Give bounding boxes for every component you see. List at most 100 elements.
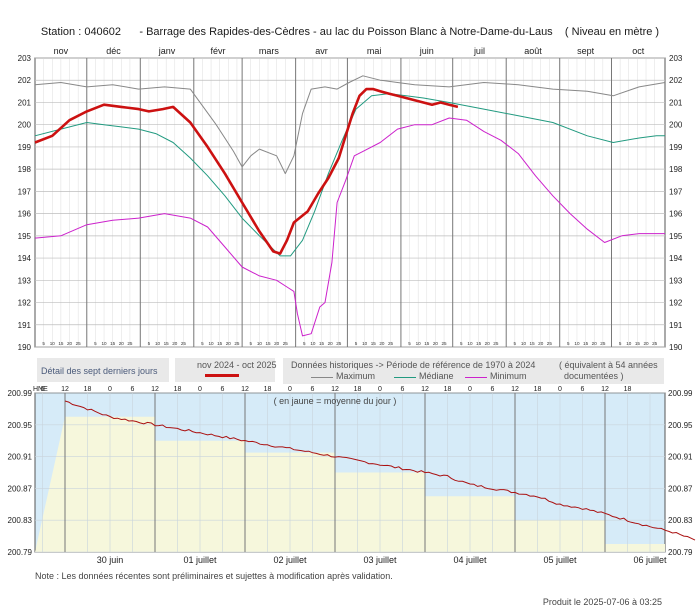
- day-label: 30 juin: [97, 555, 124, 565]
- day-tick-label: 10: [574, 341, 580, 346]
- water-level-line: [64, 400, 696, 541]
- day-tick-label: 5: [94, 341, 97, 346]
- detail-y-tick-right: 200.79: [668, 548, 693, 557]
- historic-period-label: Données historiques -> Période de référe…: [291, 360, 536, 370]
- month-label: juil: [473, 46, 485, 56]
- median-line: [34, 93, 665, 257]
- day-label: 03 juillet: [363, 555, 397, 565]
- y-tick-label-left: 201: [18, 98, 32, 107]
- day-tick-label: 5: [355, 341, 358, 346]
- day-tick-label: 15: [530, 341, 536, 346]
- day-tick-label: 25: [652, 341, 658, 346]
- hour-tick-label: 18: [84, 386, 92, 393]
- hour-tick-label: 6: [311, 386, 315, 393]
- day-label: 02 juillet: [273, 555, 307, 565]
- hour-tick-label: 6: [581, 386, 585, 393]
- timezone-label: HNE: [33, 386, 48, 393]
- disclaimer-note: Note : Les données récentes sont prélimi…: [35, 571, 393, 581]
- day-tick-label: 10: [626, 341, 632, 346]
- day-tick-label: 15: [583, 341, 589, 346]
- day-tick-label: 25: [181, 341, 187, 346]
- day-tick-label: 10: [521, 341, 527, 346]
- y-tick-label-left: 199: [18, 143, 32, 152]
- day-tick-label: 15: [635, 341, 641, 346]
- hour-tick-label: 12: [601, 386, 609, 393]
- month-label: sept: [577, 46, 595, 56]
- station-name: - Barrage des Rapides-des-Cèdres - au la…: [139, 26, 553, 38]
- y-tick-label-left: 196: [18, 210, 32, 219]
- y-tick-label-right: 201: [669, 98, 683, 107]
- day-tick-label: 20: [643, 341, 649, 346]
- day-tick-label: 15: [164, 341, 170, 346]
- y-tick-label-right: 190: [669, 343, 683, 352]
- y-tick-label-left: 200: [18, 121, 32, 130]
- day-tick-label: 25: [127, 341, 133, 346]
- hour-tick-label: 18: [174, 386, 182, 393]
- y-tick-label-right: 200: [669, 121, 683, 130]
- y-tick-label-left: 193: [18, 276, 32, 285]
- month-label: févr: [210, 46, 225, 56]
- detail-y-tick-left: 200.99: [8, 389, 33, 398]
- detail-y-tick-left: 200.83: [8, 516, 33, 525]
- day-tick-label: 25: [547, 341, 553, 346]
- month-label: oct: [632, 46, 645, 56]
- hour-tick-label: 0: [378, 386, 382, 393]
- maximum-line: [34, 75, 666, 175]
- day-tick-label: 5: [42, 341, 45, 346]
- day-tick-label: 5: [201, 341, 204, 346]
- day-tick-label: 20: [226, 341, 232, 346]
- day-tick-label: 5: [514, 341, 517, 346]
- day-tick-label: 10: [467, 341, 473, 346]
- day-tick-label: 5: [148, 341, 151, 346]
- day-tick-label: 5: [249, 341, 252, 346]
- hour-tick-label: 12: [331, 386, 339, 393]
- day-tick-label: 20: [538, 341, 544, 346]
- daily-mean-annotation: ( en jaune = moyenne du jour ): [274, 396, 397, 406]
- y-tick-label-right: 195: [669, 232, 683, 241]
- day-tick-label: 10: [257, 341, 263, 346]
- detail-legend-box: Détail des sept derniers jours: [37, 358, 169, 382]
- y-tick-label-left: 191: [18, 321, 32, 330]
- day-tick-label: 10: [310, 341, 316, 346]
- day-tick-label: 25: [336, 341, 342, 346]
- day-tick-label: 20: [433, 341, 439, 346]
- detail-y-tick-left: 200.87: [8, 484, 33, 493]
- month-label: mai: [367, 46, 382, 56]
- y-tick-label-left: 192: [18, 299, 32, 308]
- hour-tick-label: 12: [421, 386, 429, 393]
- hour-tick-label: 6: [491, 386, 495, 393]
- y-tick-label-right: 192: [669, 299, 683, 308]
- day-label: 06 juillet: [633, 555, 667, 565]
- month-label: mars: [259, 46, 279, 56]
- day-tick-label: 15: [110, 341, 116, 346]
- day-tick-label: 10: [208, 341, 214, 346]
- minimum-swatch: [465, 377, 487, 378]
- day-label: 05 juillet: [543, 555, 577, 565]
- minimum-label: Minimum: [490, 371, 527, 381]
- month-label: nov: [54, 46, 69, 56]
- day-label: 01 juillet: [183, 555, 217, 565]
- day-tick-label: 10: [416, 341, 422, 346]
- hour-tick-label: 18: [444, 386, 452, 393]
- day-tick-label: 25: [283, 341, 289, 346]
- current-period-label: nov 2024 - oct 2025: [197, 360, 277, 370]
- maximum-label: Maximum: [336, 371, 376, 381]
- day-tick-label: 5: [408, 341, 411, 346]
- hour-tick-label: 6: [401, 386, 405, 393]
- day-tick-label: 20: [274, 341, 280, 346]
- detail-y-tick-right: 200.99: [668, 389, 693, 398]
- day-tick-label: 15: [476, 341, 482, 346]
- month-label: janv: [158, 46, 176, 56]
- day-tick-label: 10: [50, 341, 56, 346]
- hour-tick-label: 6: [41, 386, 45, 393]
- day-tick-label: 20: [592, 341, 598, 346]
- hour-tick-label: 0: [288, 386, 292, 393]
- plot-area: [34, 57, 666, 348]
- day-tick-label: 25: [493, 341, 499, 346]
- day-tick-label: 15: [265, 341, 271, 346]
- day-tick-label: 5: [303, 341, 306, 346]
- hour-tick-label: 12: [241, 386, 249, 393]
- detail-y-tick-right: 200.91: [668, 453, 693, 462]
